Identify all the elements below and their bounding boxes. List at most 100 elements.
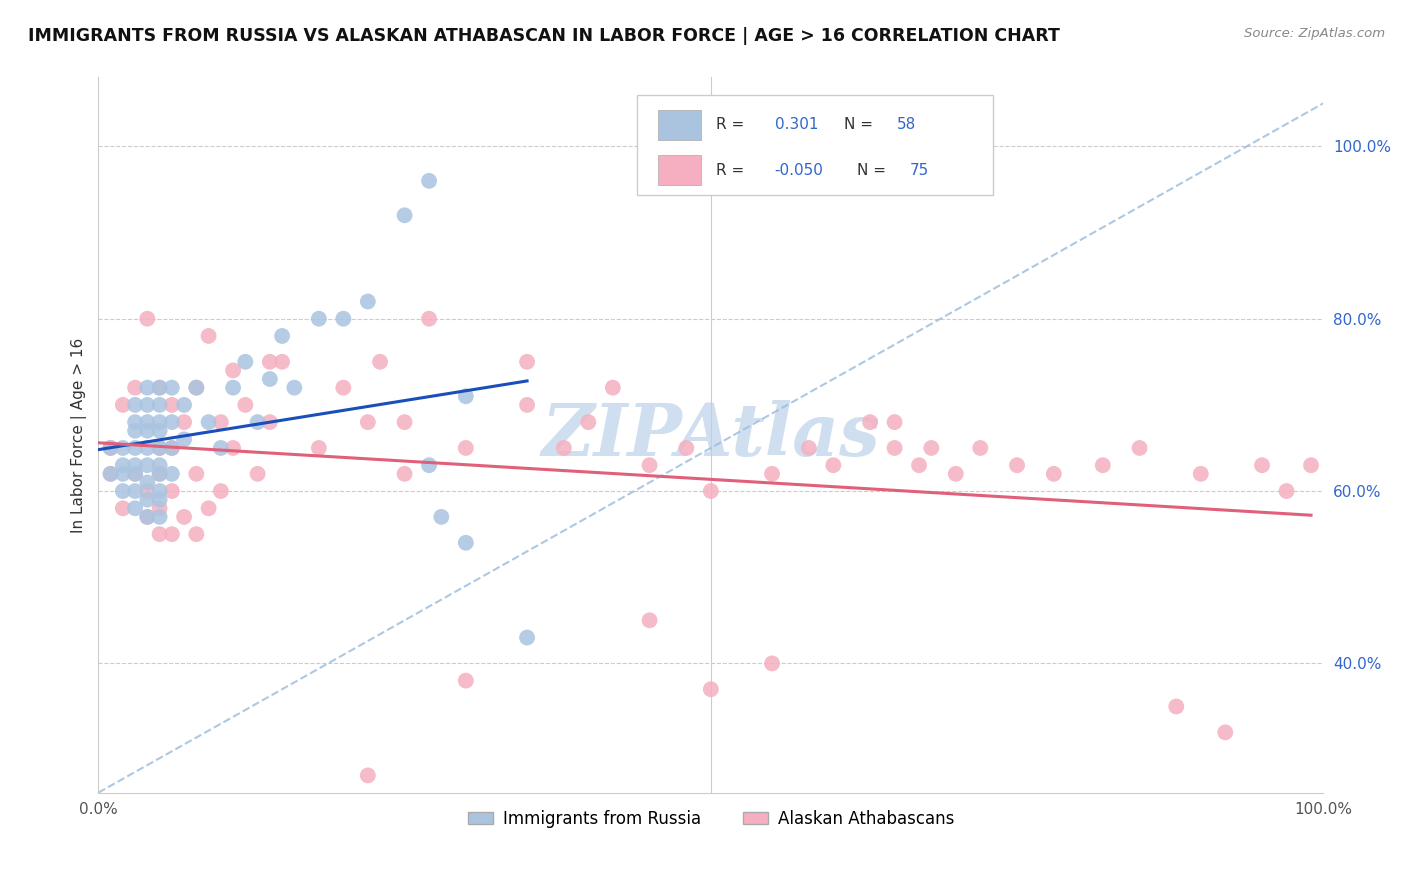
Point [394, 415, 416, 429]
Point [246, 467, 269, 481]
Point [124, 398, 146, 412]
Point [222, 363, 245, 377]
Point [149, 381, 172, 395]
Point [160, 415, 183, 429]
Point [516, 355, 538, 369]
Point [1042, 467, 1064, 481]
Point [149, 527, 172, 541]
Point [149, 424, 172, 438]
Point [124, 484, 146, 499]
Point [430, 509, 453, 524]
Text: 58: 58 [897, 117, 917, 132]
Point [149, 441, 172, 455]
Point [883, 441, 905, 455]
Point [149, 398, 172, 412]
Point [149, 501, 172, 516]
Point [173, 433, 195, 447]
Text: ZIPAtlas: ZIPAtlas [541, 400, 880, 471]
Point [1005, 458, 1028, 473]
Point [136, 398, 159, 412]
Point [124, 441, 146, 455]
Point [136, 475, 159, 490]
Point [124, 467, 146, 481]
Point [124, 424, 146, 438]
Text: N =: N = [856, 163, 886, 178]
Point [173, 415, 195, 429]
Point [1251, 458, 1274, 473]
Point [197, 415, 219, 429]
Legend: Immigrants from Russia, Alaskan Athabascans: Immigrants from Russia, Alaskan Athabasc… [461, 803, 960, 834]
Point [761, 657, 783, 671]
Point [136, 311, 159, 326]
Point [516, 398, 538, 412]
Point [111, 398, 134, 412]
Point [149, 484, 172, 499]
Point [454, 441, 477, 455]
Point [945, 467, 967, 481]
Point [197, 329, 219, 343]
Point [100, 441, 122, 455]
Point [149, 467, 172, 481]
Point [111, 467, 134, 481]
Point [259, 355, 281, 369]
Point [271, 329, 294, 343]
Point [259, 415, 281, 429]
Point [357, 768, 380, 782]
Point [1275, 484, 1298, 499]
Point [222, 441, 245, 455]
Text: 0.301: 0.301 [775, 117, 818, 132]
Point [197, 501, 219, 516]
Bar [658, 155, 702, 186]
Point [246, 415, 269, 429]
Point [209, 441, 232, 455]
Point [1091, 458, 1114, 473]
FancyBboxPatch shape [637, 95, 993, 195]
Point [124, 458, 146, 473]
Point [136, 484, 159, 499]
Point [308, 441, 330, 455]
Point [136, 415, 159, 429]
Point [394, 467, 416, 481]
Point [186, 381, 208, 395]
Point [357, 415, 380, 429]
Point [160, 527, 183, 541]
Point [100, 467, 122, 481]
Point [308, 311, 330, 326]
Point [883, 415, 905, 429]
Point [160, 484, 183, 499]
Point [111, 458, 134, 473]
Point [259, 372, 281, 386]
Point [675, 441, 697, 455]
Point [136, 509, 159, 524]
Point [186, 527, 208, 541]
Point [761, 467, 783, 481]
Point [160, 441, 183, 455]
Point [124, 467, 146, 481]
Point [136, 458, 159, 473]
Point [149, 492, 172, 507]
Point [638, 458, 661, 473]
Point [233, 398, 256, 412]
Point [124, 415, 146, 429]
Point [149, 381, 172, 395]
Text: N =: N = [845, 117, 873, 132]
Point [149, 458, 172, 473]
Bar [658, 110, 702, 140]
Point [700, 682, 723, 697]
Point [553, 441, 575, 455]
Point [136, 424, 159, 438]
Y-axis label: In Labor Force | Age > 16: In Labor Force | Age > 16 [72, 337, 87, 533]
Point [209, 484, 232, 499]
Point [602, 381, 624, 395]
Point [797, 441, 820, 455]
Point [368, 355, 391, 369]
Point [124, 501, 146, 516]
Point [186, 381, 208, 395]
Point [454, 673, 477, 688]
Text: R =: R = [716, 117, 744, 132]
Point [160, 441, 183, 455]
Point [136, 441, 159, 455]
Point [233, 355, 256, 369]
Point [160, 467, 183, 481]
Point [823, 458, 845, 473]
